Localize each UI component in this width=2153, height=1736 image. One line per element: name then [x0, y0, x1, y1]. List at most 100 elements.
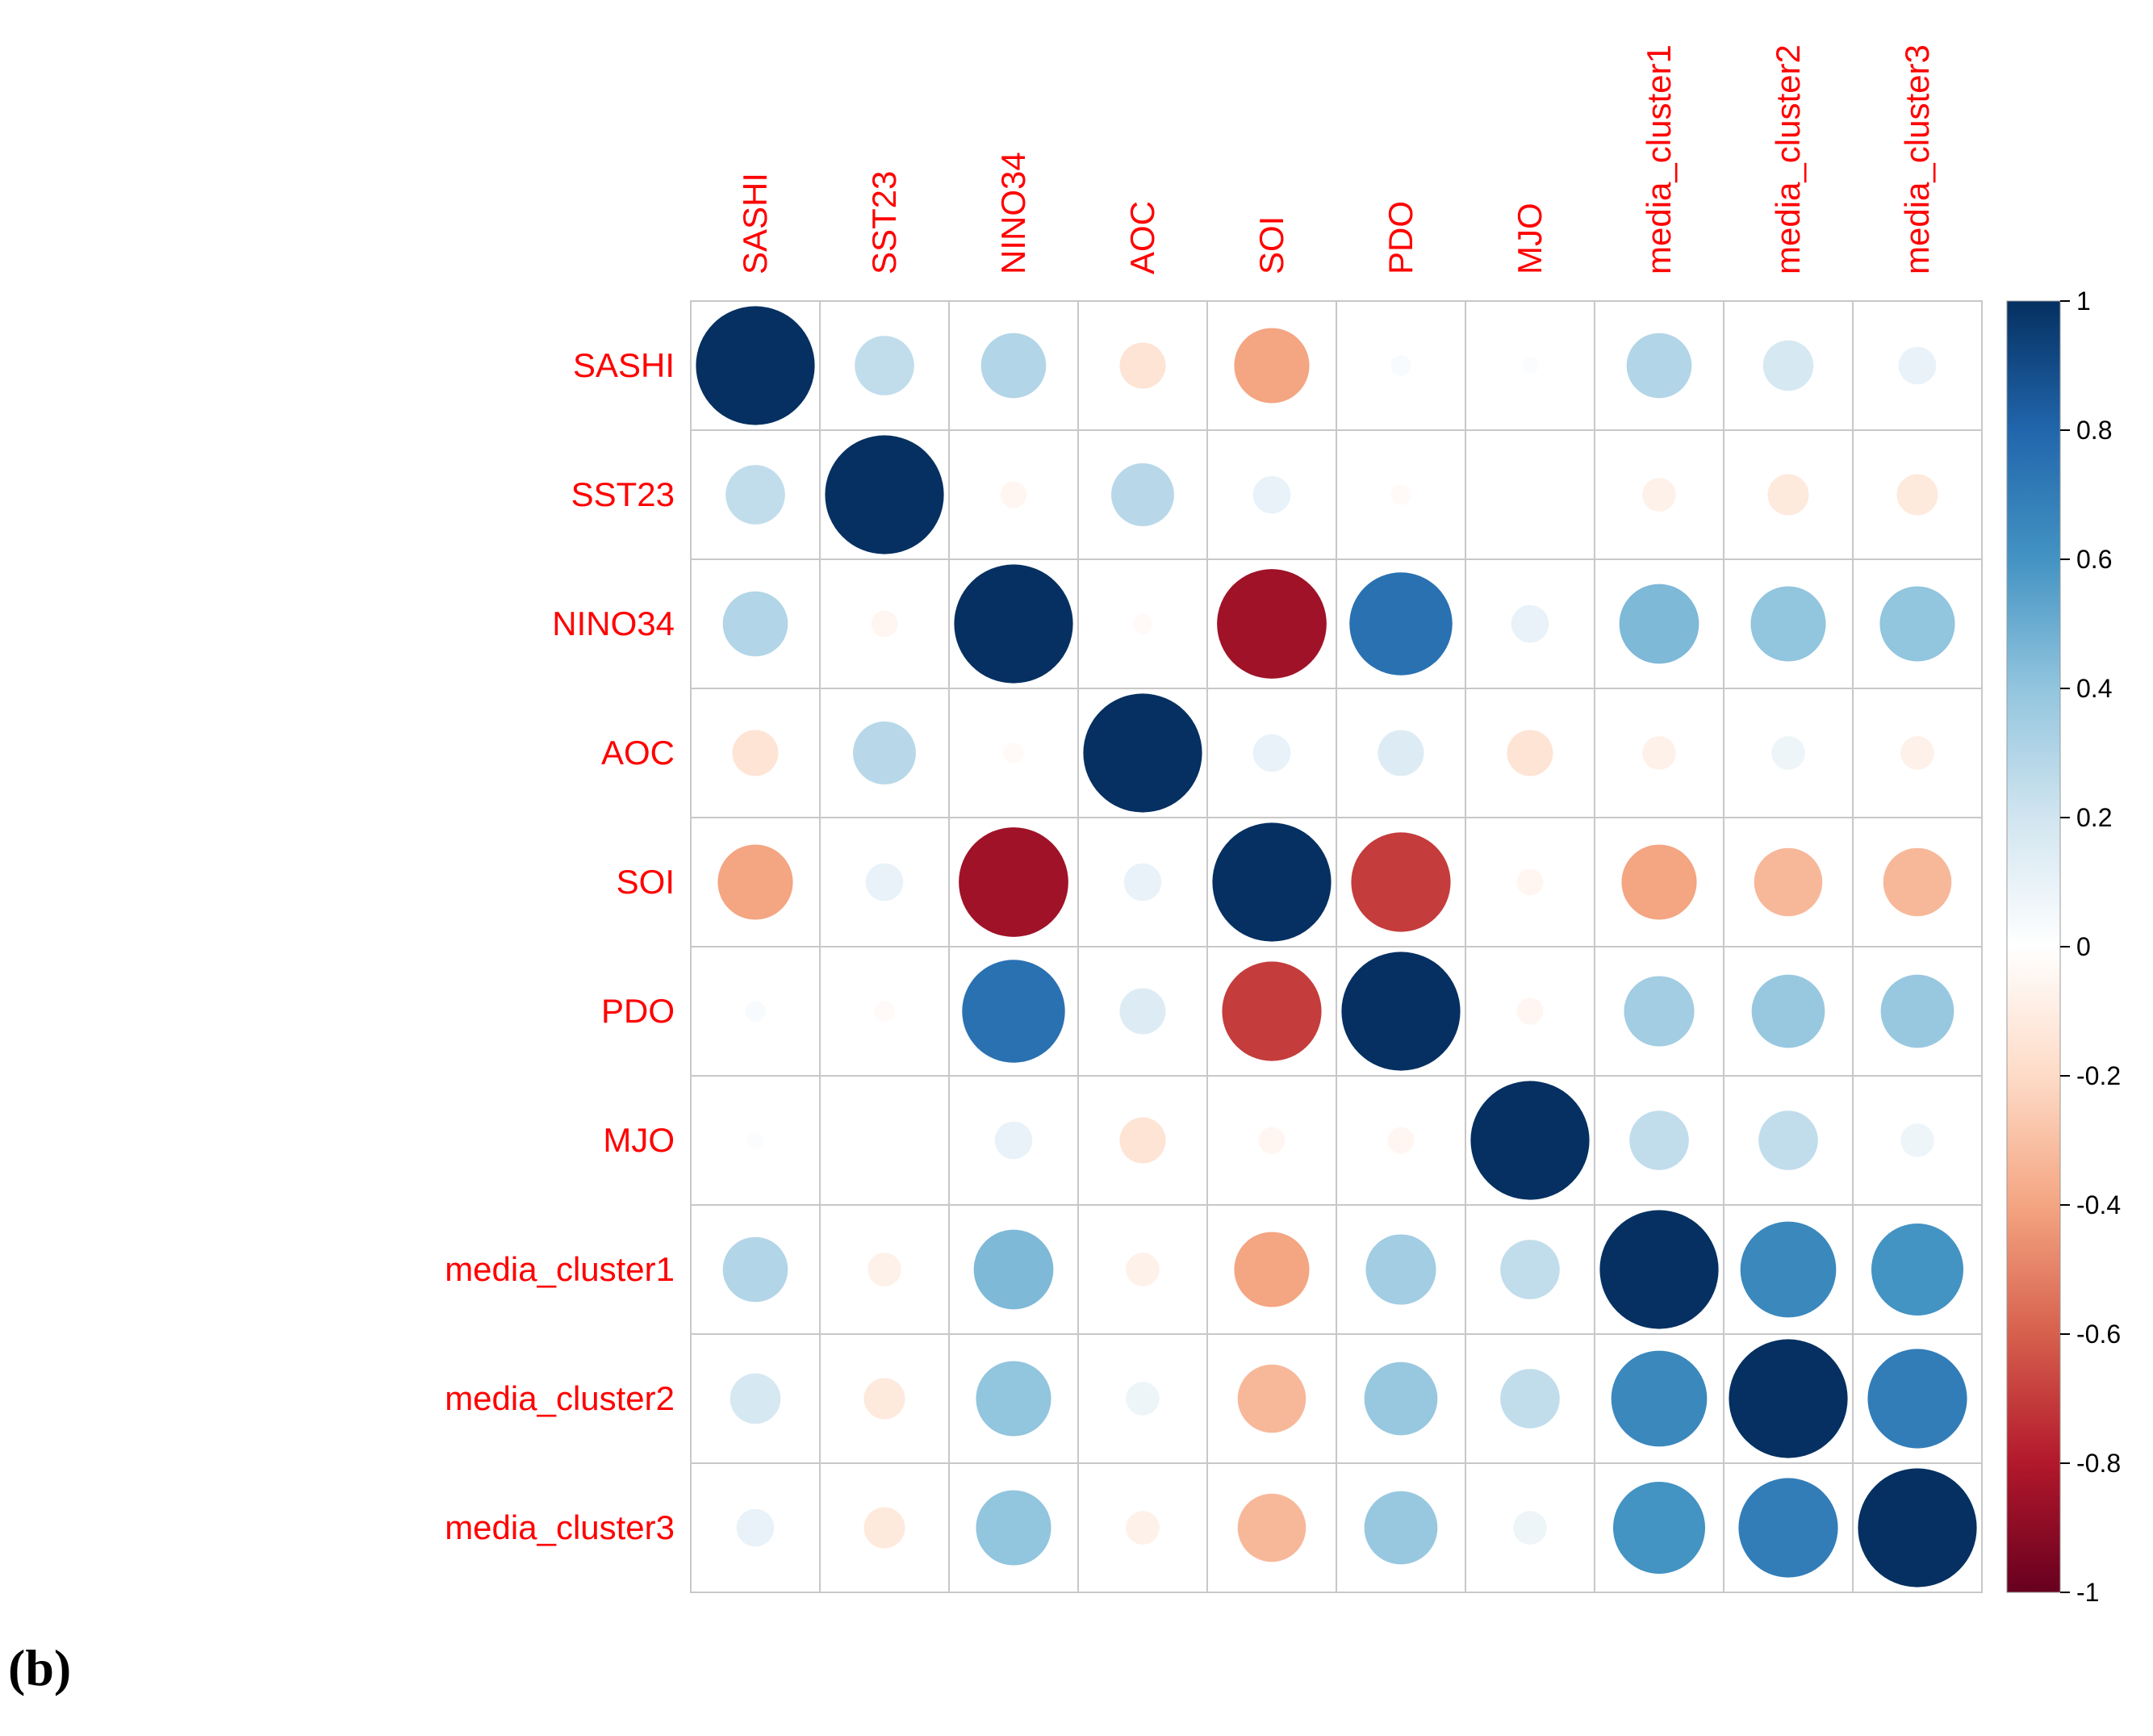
correlation-circle-media_cluster2-SOI: [1237, 1364, 1306, 1433]
correlation-circle-MJO-SOI: [1258, 1127, 1286, 1154]
correlation-circle-media_cluster1-SST23: [867, 1253, 901, 1286]
correlation-circle-AOC-media_cluster1: [1642, 736, 1676, 770]
correlation-circle-PDO-media_cluster3: [1880, 974, 1954, 1048]
correlation-circle-SASHI-media_cluster1: [1626, 333, 1692, 399]
column-label-SASHI: SASHI: [736, 173, 774, 274]
correlation-circle-SASHI-SASHI: [696, 306, 815, 425]
correlation-circle-SOI-AOC: [1123, 863, 1162, 901]
row-labels: SASHI SST23 NINO34 AOC SOI PDO MJO media_cluste…: [445, 346, 675, 1546]
correlation-circle-MJO-AOC: [1119, 1117, 1166, 1164]
column-label-NINO34: NINO34: [994, 152, 1032, 274]
row-label-SST23: SST23: [571, 475, 675, 513]
correlation-circle-media_cluster3-PDO: [1364, 1491, 1438, 1565]
row-label-NINO34: NINO34: [552, 604, 675, 642]
correlation-circles: [696, 306, 1977, 1587]
colorbar-tick-label: 0.8: [2076, 416, 2112, 445]
correlation-circle-SOI-SASHI: [717, 844, 793, 920]
correlation-circle-SOI-media_cluster3: [1883, 847, 1952, 917]
correlation-circle-media_cluster2-PDO: [1364, 1362, 1438, 1436]
column-label-SOI: SOI: [1252, 216, 1290, 274]
row-label-PDO: PDO: [601, 992, 675, 1030]
correlation-circle-SASHI-NINO34: [980, 333, 1047, 399]
correlation-circle-AOC-media_cluster3: [1900, 736, 1934, 770]
correlation-circle-media_cluster1-media_cluster3: [1871, 1223, 1964, 1316]
colorbar-tick-label: -0.6: [2076, 1320, 2121, 1349]
correlation-circle-NINO34-media_cluster3: [1879, 586, 1955, 662]
correlation-circle-MJO-PDO: [1387, 1127, 1415, 1154]
correlation-circle-media_cluster1-MJO: [1500, 1240, 1560, 1299]
colorbar-tick-label: -0.8: [2076, 1449, 2121, 1478]
correlation-circle-media_cluster2-AOC: [1126, 1382, 1160, 1416]
colorbar-tick-label: 0: [2076, 932, 2091, 961]
correlation-circle-NINO34-SOI: [1217, 569, 1327, 679]
correlation-circle-PDO-SASHI: [745, 1001, 766, 1022]
correlation-circle-media_cluster3-SASHI: [736, 1508, 775, 1547]
correlation-circle-PDO-SOI: [1222, 961, 1322, 1061]
row-label-SOI: SOI: [617, 863, 675, 901]
correlation-circle-media_cluster3-media_cluster1: [1612, 1481, 1706, 1575]
correlation-circle-SASHI-AOC: [1119, 342, 1166, 389]
correlation-circle-SST23-NINO34: [1000, 481, 1027, 508]
grid: [690, 300, 1983, 1593]
correlation-circle-media_cluster3-MJO: [1513, 1511, 1547, 1545]
correlation-circle-media_cluster2-MJO: [1500, 1369, 1560, 1429]
correlation-circle-media_cluster3-media_cluster3: [1858, 1468, 1977, 1587]
correlation-circle-media_cluster2-media_cluster1: [1611, 1350, 1708, 1447]
panel-label: (b): [8, 1639, 72, 1696]
column-label-AOC: AOC: [1123, 201, 1161, 274]
correlation-circle-PDO-SST23: [874, 1001, 895, 1022]
correlation-circle-media_cluster3-SOI: [1237, 1493, 1306, 1562]
correlation-circle-SOI-media_cluster1: [1621, 844, 1697, 920]
correlation-circle-SST23-SST23: [825, 435, 944, 554]
correlation-circle-AOC-SASHI: [732, 730, 779, 776]
correlation-circle-AOC-NINO34: [1003, 743, 1024, 763]
correlation-circle-AOC-SST23: [853, 722, 916, 784]
correlation-circle-media_cluster1-media_cluster1: [1599, 1210, 1719, 1329]
correlation-circle-NINO34-AOC: [1132, 613, 1153, 634]
correlation-circle-PDO-media_cluster2: [1751, 974, 1825, 1048]
correlation-circle-PDO-media_cluster1: [1624, 976, 1695, 1047]
correlation-circle-MJO-media_cluster2: [1758, 1111, 1818, 1170]
correlation-circle-AOC-MJO: [1507, 730, 1553, 776]
row-label-MJO: MJO: [603, 1121, 675, 1159]
colorbar-tick-label: 0.2: [2076, 803, 2112, 832]
colorbar-tick-label: 1: [2076, 287, 2091, 316]
correlation-circle-media_cluster3-media_cluster2: [1738, 1478, 1838, 1578]
correlation-circle-SST23-PDO: [1390, 484, 1411, 505]
correlation-circle-SST23-SASHI: [725, 465, 785, 525]
correlation-circle-SST23-media_cluster2: [1767, 474, 1809, 516]
correlation-circle-media_cluster1-AOC: [1126, 1253, 1160, 1286]
row-label-media_cluster1: media_cluster1: [445, 1250, 675, 1288]
column-label-PDO: PDO: [1382, 201, 1419, 274]
correlation-circle-AOC-SOI: [1252, 734, 1291, 772]
correlation-circle-SST23-SOI: [1252, 475, 1291, 514]
correlation-circle-media_cluster1-media_cluster2: [1740, 1221, 1837, 1318]
correlation-circle-NINO34-SST23: [871, 610, 898, 638]
correlation-circle-NINO34-media_cluster2: [1750, 586, 1826, 662]
column-label-MJO: MJO: [1511, 203, 1549, 274]
correlation-circle-SST23-media_cluster1: [1642, 478, 1676, 512]
correlation-circle-media_cluster2-media_cluster3: [1867, 1349, 1967, 1449]
correlation-circle-PDO-MJO: [1516, 998, 1544, 1025]
colorbar-tick-label: -0.4: [2076, 1190, 2121, 1219]
correlation-circle-PDO-NINO34: [962, 960, 1065, 1063]
colorbar-tick-label: 0.4: [2076, 674, 2112, 703]
correlation-circle-media_cluster3-NINO34: [976, 1490, 1051, 1566]
correlation-circle-MJO-MJO: [1470, 1081, 1590, 1200]
correlation-circle-MJO-media_cluster1: [1629, 1111, 1689, 1170]
correlation-circle-AOC-AOC: [1083, 693, 1202, 813]
colorbar-tick-label: -1: [2076, 1578, 2099, 1607]
colorbar-gradient: [2006, 300, 2061, 1593]
correlation-circle-media_cluster3-SST23: [863, 1507, 905, 1549]
correlation-circle-SOI-SST23: [865, 863, 904, 901]
correlation-circle-SOI-NINO34: [959, 827, 1068, 937]
column-label-media_cluster1: media_cluster1: [1640, 44, 1678, 274]
correlation-circle-SASHI-MJO: [1521, 357, 1539, 374]
correlation-circle-PDO-PDO: [1341, 952, 1461, 1071]
correlation-circle-MJO-media_cluster3: [1900, 1123, 1934, 1157]
column-label-media_cluster2: media_cluster2: [1769, 44, 1807, 274]
correlation-circle-NINO34-SASHI: [722, 591, 788, 657]
correlation-circle-media_cluster2-media_cluster2: [1729, 1339, 1848, 1458]
correlation-circle-PDO-AOC: [1119, 988, 1166, 1035]
